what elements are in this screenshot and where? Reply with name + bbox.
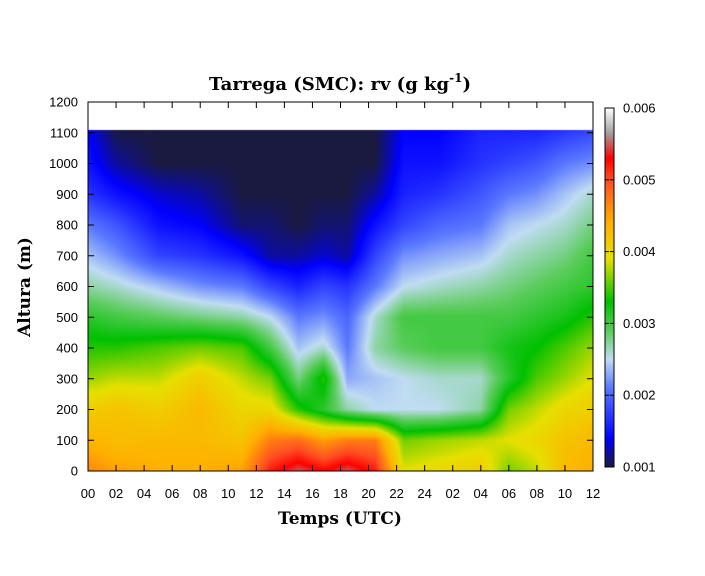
colorbar-tick-label: 0.004 <box>623 244 656 259</box>
x-tick-label: 14 <box>277 486 291 501</box>
x-tick-label: 20 <box>361 486 375 501</box>
x-axis-label: Temps (UTC) <box>278 509 402 529</box>
heatmap-image <box>88 102 593 471</box>
x-tick-label: 06 <box>165 486 179 501</box>
y-tick-label: 900 <box>56 187 78 202</box>
y-tick-label: 600 <box>56 279 78 294</box>
y-tick-label: 200 <box>56 402 78 417</box>
x-tick-label: 24 <box>417 486 431 501</box>
x-tick-label: 10 <box>221 486 235 501</box>
y-tick-label: 700 <box>56 248 78 263</box>
chart-title-superscript: -1 <box>449 71 462 85</box>
colorbar-tick-label: 0.006 <box>623 101 656 116</box>
x-tick-label: 04 <box>137 486 151 501</box>
colorbar-frame <box>604 107 615 468</box>
colorbar-gradient <box>605 108 614 467</box>
y-tick-label: 800 <box>56 218 78 233</box>
chart-title: Tarrega (SMC): rv (g kg-1) <box>209 71 471 95</box>
colorbar-tick-label: 0.005 <box>623 172 656 187</box>
y-tick-label: 400 <box>56 341 78 356</box>
colorbar-tick-label: 0.001 <box>623 460 656 475</box>
y-tick-label: 1000 <box>49 156 78 171</box>
x-tick-label: 00 <box>81 486 95 501</box>
colorbar-tick-group: 0.001 0.002 0.003 0.004 0.005 0.006 <box>605 101 656 475</box>
y-tick-label: 100 <box>56 433 78 448</box>
colorbar-tick-label: 0.002 <box>623 388 656 403</box>
x-tick-label: 06 <box>502 486 516 501</box>
x-tick-group: 00 02 04 06 08 10 12 14 16 18 20 22 24 02 04 06 08 10 12 <box>81 102 600 501</box>
chart-title-main: Tarrega (SMC): rv (g kg <box>209 74 450 95</box>
chart-title-end: ) <box>462 74 471 95</box>
x-tick-label: 12 <box>249 486 263 501</box>
x-tick-label: 16 <box>305 486 319 501</box>
x-tick-label: 08 <box>193 486 207 501</box>
y-tick-label: 0 <box>71 464 78 479</box>
x-tick-label: 02 <box>109 486 123 501</box>
y-tick-label: 1100 <box>50 125 78 140</box>
y-tick-label: 500 <box>56 310 78 325</box>
y-tick-label: 1200 <box>49 95 78 110</box>
y-axis-label: Altura (m) <box>15 237 35 338</box>
y-tick-group: 0 100 200 300 400 500 600 700 800 900 1000 1100 1200 <box>49 95 593 479</box>
x-tick-label: 04 <box>474 486 488 501</box>
x-tick-label: 10 <box>558 486 572 501</box>
x-tick-label: 02 <box>445 486 459 501</box>
heatmap-area <box>88 102 593 471</box>
colorbar: 0.001 0.002 0.003 0.004 0.005 0.006 <box>604 101 656 475</box>
x-tick-label: 18 <box>333 486 347 501</box>
colorbar-tick-label: 0.003 <box>623 316 656 331</box>
x-tick-label: 22 <box>389 486 403 501</box>
y-tick-label: 300 <box>56 371 78 386</box>
x-tick-label: 08 <box>530 486 544 501</box>
x-tick-label: 12 <box>586 486 600 501</box>
